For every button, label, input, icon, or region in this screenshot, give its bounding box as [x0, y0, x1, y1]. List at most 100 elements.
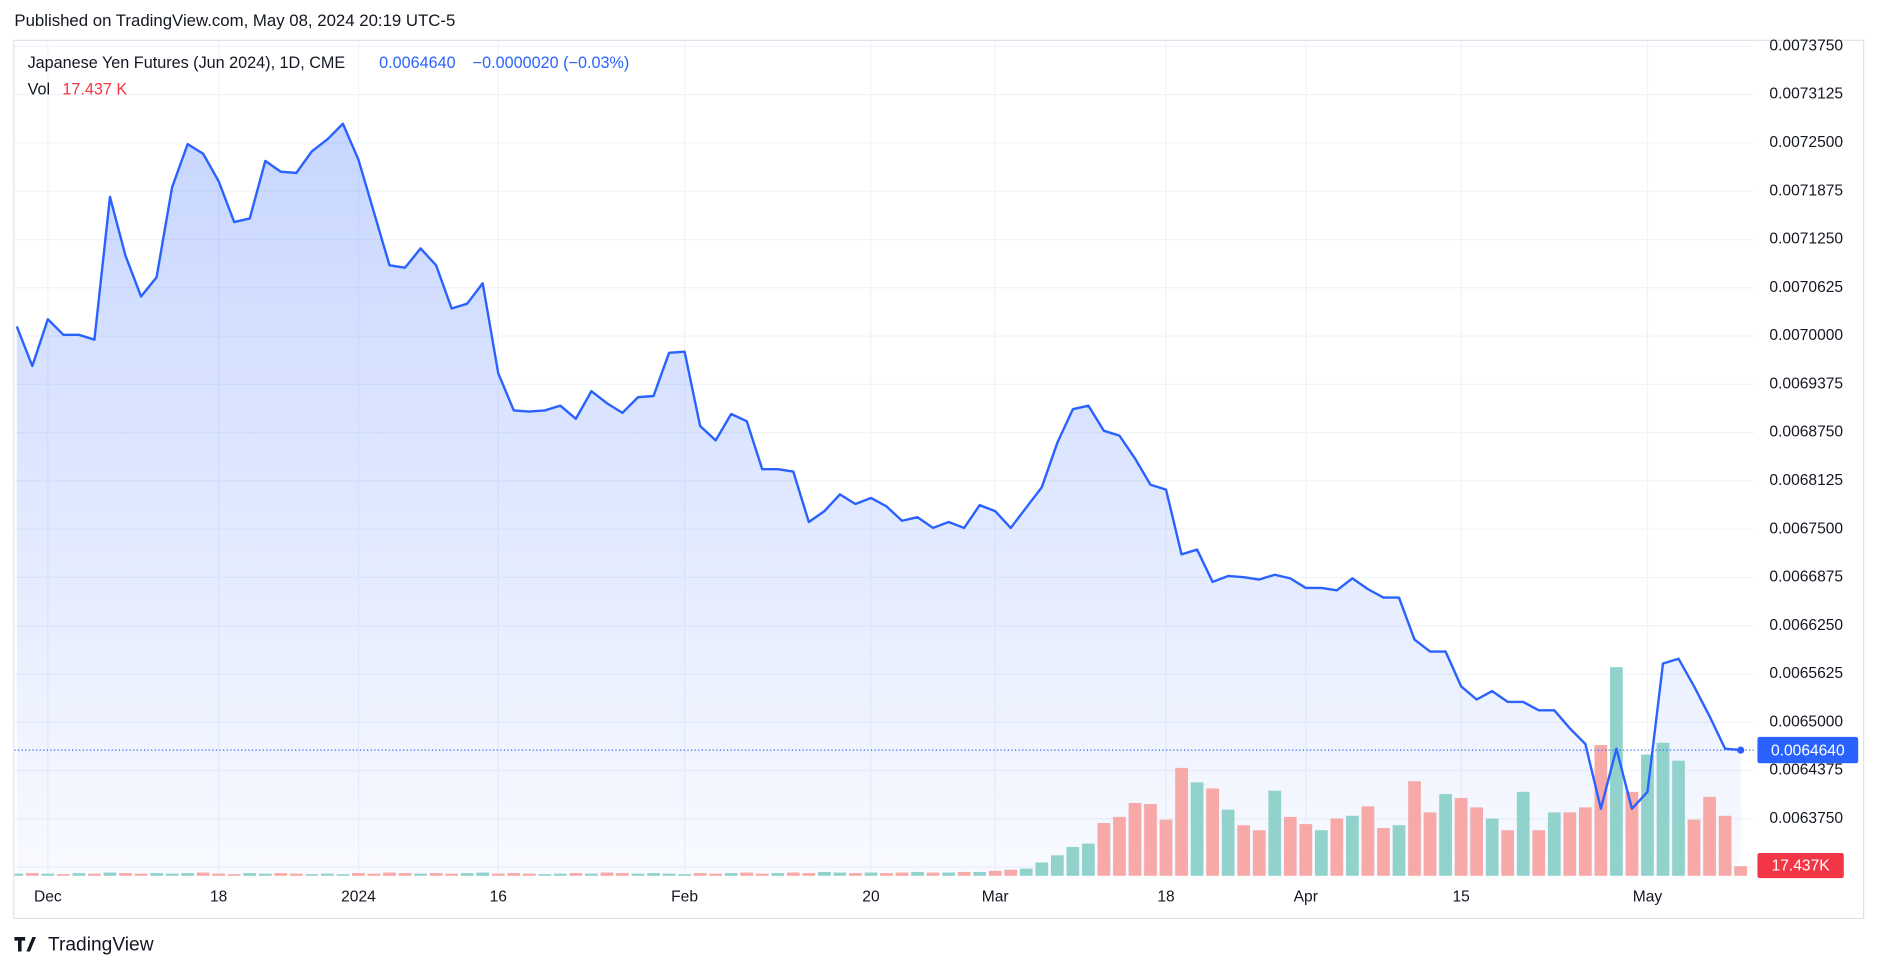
volume-bar [1439, 794, 1452, 876]
chart-title: Japanese Yen Futures (Jun 2024), 1D, CME [28, 54, 346, 72]
volume-bar [88, 873, 101, 876]
volume-bar [1408, 781, 1421, 876]
volume-bar [1252, 830, 1266, 876]
y-tick-label: 0.0068125 [1769, 472, 1843, 489]
y-tick-label: 0.0073750 [1769, 37, 1843, 54]
volume-bar [926, 872, 940, 876]
volume-bar [1594, 745, 1608, 876]
volume-bar [14, 873, 24, 876]
volume-bar [1641, 754, 1654, 876]
volume-bar [398, 873, 412, 876]
volume-bar [414, 873, 427, 876]
volume-bar [1066, 846, 1080, 876]
volume-bar [1501, 830, 1515, 876]
volume-bar [911, 871, 924, 876]
y-tick-label: 0.0067500 [1769, 520, 1843, 537]
volume-bar [1299, 824, 1313, 876]
x-tick-label: 20 [862, 889, 880, 906]
volume-bar [1718, 815, 1732, 876]
volume-bar [600, 872, 614, 876]
volume-bar [1190, 782, 1204, 876]
volume-bar [569, 873, 583, 876]
volume-bar [1159, 819, 1173, 876]
volume-bar [973, 871, 987, 876]
volume-bar [1532, 830, 1546, 876]
volume-bar [352, 873, 365, 876]
last-price: 0.0064640 [379, 54, 456, 72]
volume-bar [1113, 816, 1126, 876]
x-tick-label: 16 [490, 889, 507, 906]
volume-bar [321, 873, 334, 876]
volume-bar [1035, 862, 1049, 876]
volume-bar [1361, 806, 1375, 876]
volume-bar [181, 873, 194, 876]
volume-bar [957, 871, 971, 876]
volume-bar [1221, 809, 1235, 876]
volume-title: Vol [28, 80, 51, 98]
volume-tag: 17.437K [1772, 857, 1831, 874]
y-tick-label: 0.0064375 [1769, 762, 1843, 779]
volume-bar [709, 873, 723, 876]
volume-bar [1082, 843, 1095, 876]
x-tick-label: Dec [34, 889, 62, 906]
volume-bar [942, 872, 955, 876]
volume-bar [336, 874, 350, 876]
price-tag-box [1757, 736, 1859, 764]
volume-bar [833, 872, 847, 876]
volume-bar [1097, 822, 1111, 876]
x-tick-label: Mar [982, 889, 1009, 906]
volume-bar [429, 873, 443, 876]
x-tick-label: 2024 [341, 889, 376, 906]
y-tick-label: 0.0070000 [1769, 327, 1843, 344]
price-line [15, 122, 1741, 810]
plot [14, 122, 1754, 876]
volume-bar [227, 874, 241, 876]
last-point [1737, 746, 1745, 754]
volume-bar [460, 873, 474, 876]
volume-bar [880, 873, 893, 876]
volume-bar [25, 873, 39, 876]
x-tick-label: Feb [671, 889, 698, 906]
volume-bar [895, 872, 909, 876]
volume-bar [786, 872, 800, 876]
volume-value: 17.437 K [62, 80, 127, 98]
volume-bar [1516, 791, 1530, 876]
y-tick-label: 0.0070625 [1769, 279, 1843, 296]
x-tick-label: 18 [210, 889, 227, 906]
volume-bar [150, 873, 163, 876]
volume-bar [724, 873, 738, 876]
volume-bar [616, 873, 629, 876]
volume-bar [1578, 807, 1592, 876]
volume-bar [864, 872, 878, 876]
volume-bar [212, 873, 226, 876]
volume-bar [1547, 812, 1561, 876]
volume-bar [72, 873, 86, 876]
volume-bar [1314, 830, 1328, 876]
volume-bar [243, 873, 257, 876]
y-tick-label: 0.0063750 [1769, 810, 1843, 827]
volume-tag-box [1757, 852, 1844, 879]
x-tick-label: May [1633, 889, 1663, 906]
y-tick-label: 0.0069375 [1769, 375, 1843, 392]
price-tag: 0.0064640 [1771, 742, 1845, 759]
volume-bar [1734, 866, 1748, 876]
x-tick-label: 15 [1452, 889, 1470, 906]
volume-bar [678, 874, 691, 876]
volume-bar [1377, 828, 1390, 876]
volume-bar [1206, 788, 1219, 876]
volume-bar [1004, 869, 1018, 876]
volume-bar [41, 873, 55, 876]
volume-bar [1485, 818, 1499, 876]
volume-bar [538, 874, 552, 876]
chart-frame [13, 39, 1865, 920]
volume-bar [1687, 819, 1701, 876]
volume-bar [1656, 742, 1670, 876]
published-note: Published on TradingView.com, May 08, 20… [14, 11, 455, 30]
volume-bar [305, 874, 319, 876]
y-tick-label: 0.0072500 [1769, 134, 1843, 151]
y-tick-label: 0.0066875 [1769, 569, 1843, 586]
volume-bar [662, 873, 676, 876]
volume-bar [1470, 807, 1483, 876]
